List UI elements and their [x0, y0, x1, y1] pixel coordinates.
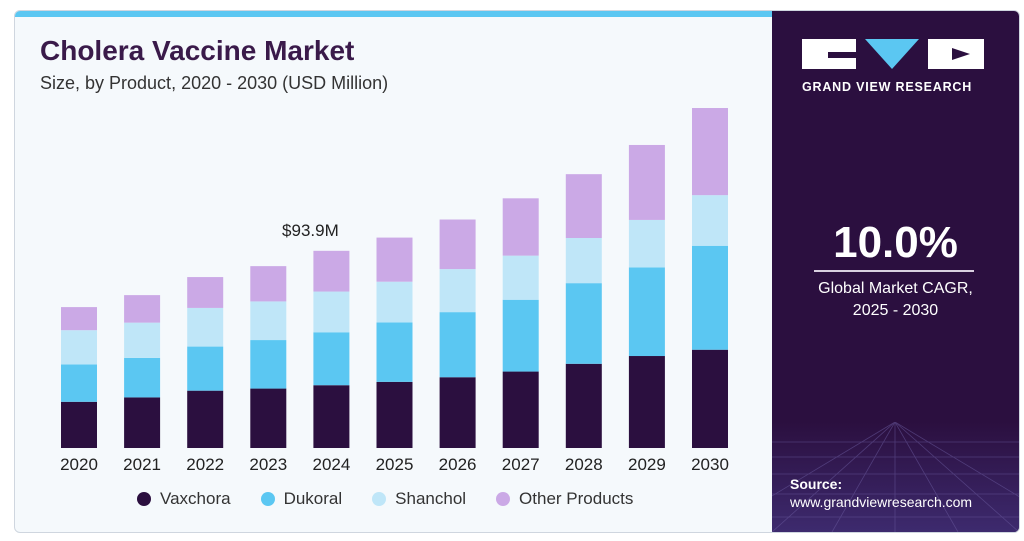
source-link[interactable]: www.grandviewresearch.com	[790, 494, 973, 510]
bar-vaxchora-2024	[313, 385, 350, 448]
legend-swatch	[372, 492, 387, 506]
bar-other-products-2026	[439, 219, 476, 270]
x-tick-label: 2029	[628, 455, 666, 474]
summary-sidebar: GRAND VIEW RESEARCH 10.0% Global Market …	[772, 11, 1019, 532]
grid-decoration	[772, 422, 1019, 532]
bar-vaxchora-2023	[250, 388, 287, 448]
bar-vaxchora-2029	[628, 356, 665, 448]
bar-shanchol-2024	[313, 291, 350, 333]
cagr-value: 10.0%	[833, 218, 958, 267]
bar-shanchol-2025	[376, 281, 413, 323]
legend-label: Shanchol	[395, 489, 467, 508]
divider	[814, 270, 974, 272]
bar-dukoral-2021	[124, 357, 161, 398]
bar-vaxchora-2026	[439, 377, 476, 448]
x-tick-label: 2025	[376, 455, 414, 474]
bar-dukoral-2029	[628, 267, 665, 357]
bar-dukoral-2024	[313, 332, 350, 386]
bar-shanchol-2030	[692, 195, 728, 246]
x-tick-label: 2028	[565, 455, 603, 474]
value-annotation: $93.9M	[282, 221, 339, 240]
bar-other-products-2023	[250, 266, 287, 302]
x-tick-label: 2026	[439, 455, 477, 474]
bar-other-products-2025	[376, 237, 413, 282]
x-tick-label: 2030	[691, 455, 729, 474]
legend-label: Dukoral	[283, 489, 343, 508]
bar-shanchol-2028	[565, 238, 602, 284]
legend-label: Other Products	[519, 489, 634, 508]
stacked-bar-chart: 2020 2021 2022 2023 2024 $93.9M 2025 2026 2027 20…	[60, 108, 729, 474]
bar-other-products-2024	[313, 250, 350, 292]
x-tick-label: 2020	[60, 455, 98, 474]
page-title: Cholera Vaccine Market	[40, 35, 355, 66]
legend-swatch	[137, 492, 151, 506]
legend-swatch	[260, 492, 275, 506]
bar-dukoral-2020	[61, 364, 97, 402]
cagr-label: Global Market CAGR, 2025 - 2030	[772, 278, 1019, 322]
bar-other-products-2020	[61, 307, 97, 331]
bar-vaxchora-2027	[502, 371, 539, 448]
x-tick-label: 2021	[123, 455, 161, 474]
cagr-label-line2: 2025 - 2030	[852, 302, 939, 319]
bar-vaxchora-2022	[187, 390, 224, 448]
bar-other-products-2022	[187, 277, 224, 308]
bar-dukoral-2022	[187, 346, 224, 391]
bar-other-products-2027	[502, 198, 539, 256]
bar-other-products-2021	[124, 295, 161, 323]
bar-shanchol-2029	[628, 219, 665, 268]
bar-vaxchora-2025	[376, 381, 413, 448]
bar-dukoral-2027	[502, 299, 539, 372]
legend-item: Dukoral	[260, 489, 343, 509]
bar-dukoral-2030	[692, 245, 728, 350]
source-label: Source:	[790, 476, 843, 492]
x-tick-label: 2027	[502, 455, 540, 474]
bar-dukoral-2026	[439, 312, 476, 378]
bar-other-products-2029	[628, 144, 665, 220]
bar-shanchol-2020	[61, 330, 97, 365]
bar-vaxchora-2020	[61, 401, 97, 448]
legend-label: Vaxchora	[160, 489, 231, 508]
bar-vaxchora-2021	[124, 397, 161, 448]
page-subtitle: Size, by Product, 2020 - 2030 (USD Milli…	[40, 73, 389, 93]
bar-vaxchora-2028	[565, 363, 602, 448]
cagr-label-line1: Global Market CAGR,	[818, 280, 973, 297]
x-tick-label: 2022	[186, 455, 224, 474]
bar-other-products-2028	[565, 174, 602, 238]
legend-swatch	[496, 492, 511, 506]
bar-dukoral-2023	[250, 340, 287, 389]
bar-shanchol-2023	[250, 301, 287, 341]
legend-item: Vaxchora	[137, 489, 231, 509]
bar-shanchol-2026	[439, 269, 476, 313]
legend-item: Shanchol	[372, 489, 466, 509]
chart-panel: Cholera Vaccine Market Size, by Product,…	[15, 11, 772, 532]
bar-shanchol-2027	[502, 255, 539, 300]
x-tick-label: 2024	[312, 455, 350, 474]
bar-dukoral-2028	[565, 283, 602, 364]
bar-vaxchora-2030	[692, 349, 728, 448]
brand-name: GRAND VIEW RESEARCH	[802, 80, 973, 94]
accent-bar	[15, 11, 772, 17]
bar-other-products-2030	[692, 108, 728, 196]
grand-view-research-logo	[802, 39, 984, 69]
legend-item: Other Products	[496, 489, 633, 509]
bar-shanchol-2022	[187, 307, 224, 347]
bar-dukoral-2025	[376, 322, 413, 382]
infographic-card: Cholera Vaccine Market Size, by Product,…	[14, 10, 1020, 533]
bar-shanchol-2021	[124, 322, 161, 358]
x-tick-label: 2023	[249, 455, 287, 474]
chart-legend: Vaxchora Dukoral Shanchol Other Products	[137, 489, 633, 509]
